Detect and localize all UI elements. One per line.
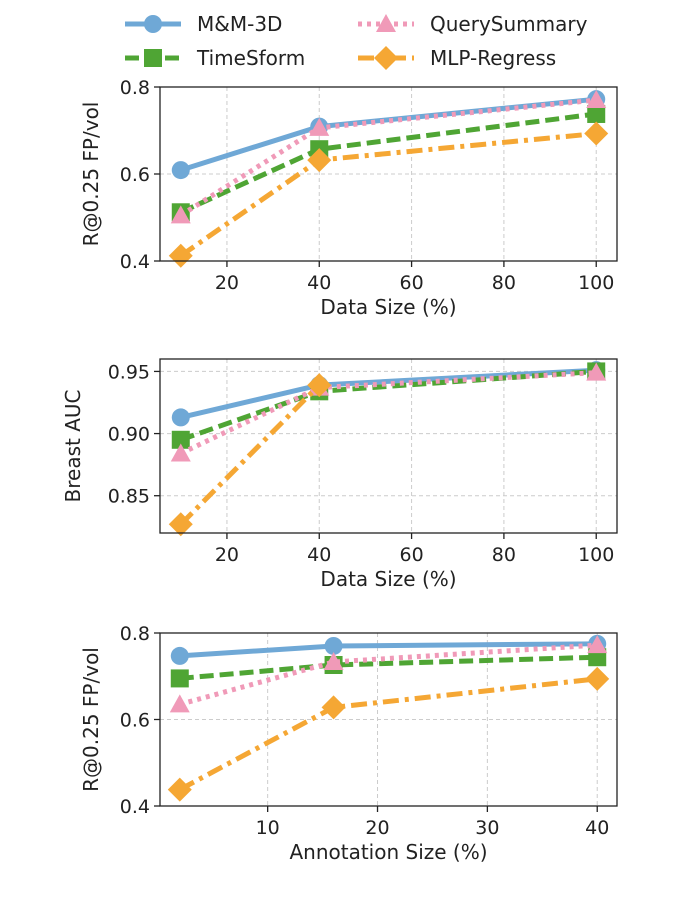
y-axis-label: Breast AUC <box>61 390 85 503</box>
legend-label: M&M-3D <box>197 12 282 36</box>
data-point <box>323 651 344 670</box>
x-axis-label: Data Size (%) <box>320 295 456 319</box>
x-tick-label: 40 <box>307 544 331 566</box>
y-tick-label: 0.6 <box>120 710 150 732</box>
legend-label: QuerySummary <box>430 12 588 36</box>
data-point <box>170 205 191 224</box>
data-point <box>587 635 608 654</box>
legend: M&M-3D TimeSform QuerySummary MLP-Regress <box>125 12 588 70</box>
data-point <box>585 666 610 691</box>
y-tick-label: 0.6 <box>120 164 150 186</box>
data-point <box>170 669 189 688</box>
x-tick-label: 10 <box>256 817 280 839</box>
subplot-3: 10 20 30 40 0.4 0.6 0.8 Annotation Size (%) R@0.… <box>79 623 618 864</box>
legend-entry: M&M-3D <box>125 12 282 36</box>
data-point <box>171 161 190 180</box>
x-tick-label: 40 <box>585 817 609 839</box>
data-point <box>168 243 193 268</box>
data-point <box>307 373 332 398</box>
x-tick-label: 40 <box>307 272 331 294</box>
data-point <box>309 117 330 136</box>
x-tick-label: 60 <box>399 544 423 566</box>
y-tick-label: 0.8 <box>120 623 150 645</box>
data-point <box>171 430 190 449</box>
axes-frame <box>159 358 618 534</box>
legend-label: MLP-Regress <box>430 46 556 70</box>
data-point <box>324 636 343 655</box>
series-mlp-regress <box>168 373 332 537</box>
x-tick-label: 100 <box>578 544 614 566</box>
x-tick-label: 80 <box>492 272 516 294</box>
series-line <box>179 111 597 215</box>
data-point <box>307 148 332 173</box>
data-point <box>321 695 346 720</box>
series-line <box>179 370 597 456</box>
x-tick-label: 80 <box>492 544 516 566</box>
x-tick-label: 100 <box>578 272 614 294</box>
y-axis-label: R@0.25 FP/vol <box>79 102 103 247</box>
series-querysummary <box>169 635 608 713</box>
data-point <box>586 362 607 381</box>
x-tick-label: 20 <box>215 272 239 294</box>
legend-marker-circle <box>144 15 162 33</box>
data-point <box>586 90 607 109</box>
y-tick-label: 0.95 <box>108 361 150 383</box>
legend-entry: TimeSform <box>125 46 305 70</box>
data-point <box>169 694 190 713</box>
subplot-1: 20 40 60 80 100 0.4 0.6 0.8 Data Size (%) R@0.25 … <box>79 77 618 319</box>
legend-marker-square <box>144 49 162 67</box>
y-tick-label: 0.90 <box>108 424 150 446</box>
series-m-m-3d <box>171 90 606 180</box>
x-tick-label: 20 <box>215 544 239 566</box>
y-tick-label: 0.4 <box>120 251 150 273</box>
data-point <box>170 443 191 462</box>
y-tick-label: 0.85 <box>108 486 150 508</box>
data-point <box>171 408 190 427</box>
subplot-2: 20 40 60 80 100 0.85 0.90 0.95 Data Size (%) Brea… <box>61 358 618 591</box>
legend-marker-triangle <box>376 14 396 32</box>
y-tick-label: 0.4 <box>120 796 150 818</box>
x-axis-label: Data Size (%) <box>320 567 456 591</box>
series-mlp-regress <box>168 121 609 268</box>
data-point <box>587 104 606 123</box>
y-tick-label: 0.8 <box>120 77 150 99</box>
data-point <box>170 646 189 665</box>
series-mlp-regress <box>167 666 610 802</box>
data-point <box>584 121 609 146</box>
series-line <box>178 676 598 792</box>
data-point <box>168 512 193 537</box>
x-axis-label: Annotation Size (%) <box>289 840 487 864</box>
x-tick-label: 30 <box>475 817 499 839</box>
series-line <box>179 654 598 681</box>
y-axis-label: R@0.25 FP/vol <box>79 647 103 792</box>
legend-marker-diamond <box>374 46 398 70</box>
x-tick-label: 20 <box>365 817 389 839</box>
series-line <box>180 96 597 173</box>
data-point <box>167 777 192 802</box>
series-querysummary <box>170 90 607 224</box>
series-timesform <box>171 104 606 222</box>
series-line <box>179 383 322 527</box>
legend-label: TimeSform <box>196 46 305 70</box>
series-m-m-3d <box>171 361 606 427</box>
series-line <box>179 642 598 707</box>
legend-entry: QuerySummary <box>358 12 588 36</box>
legend-entry: MLP-Regress <box>358 46 556 70</box>
x-tick-label: 60 <box>399 272 423 294</box>
